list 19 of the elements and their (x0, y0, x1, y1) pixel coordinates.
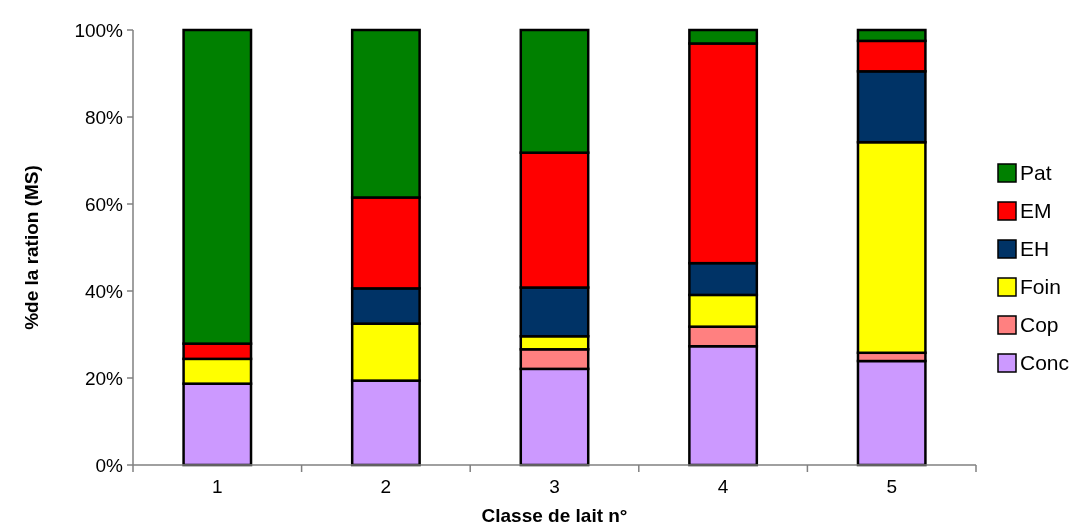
y-tick-label: 80% (84, 106, 124, 128)
legend-label: Foin (1020, 275, 1061, 299)
x-axis-title: Classe de lait n° (481, 505, 628, 526)
y-tick-label: 100% (74, 19, 124, 41)
x-tick-label: 5 (886, 476, 897, 497)
legend-label: EH (1020, 237, 1050, 261)
y-axis-title: %de la ration (MS) (21, 165, 42, 330)
x-tick-label: 2 (380, 476, 392, 497)
y-tick-label: 40% (84, 280, 124, 302)
legend-label: Pat (1020, 161, 1052, 185)
y-tick-label: 0% (95, 454, 124, 476)
x-tick-label: 4 (717, 476, 729, 497)
x-tick-label: 1 (212, 476, 223, 497)
x-tick-label: 3 (549, 476, 560, 497)
y-tick-label: 20% (84, 367, 124, 389)
legend-label: Cop (1020, 313, 1059, 337)
legend-label: Conc (1020, 351, 1070, 375)
legend-label: EM (1020, 199, 1052, 223)
y-tick-label: 60% (84, 193, 124, 215)
